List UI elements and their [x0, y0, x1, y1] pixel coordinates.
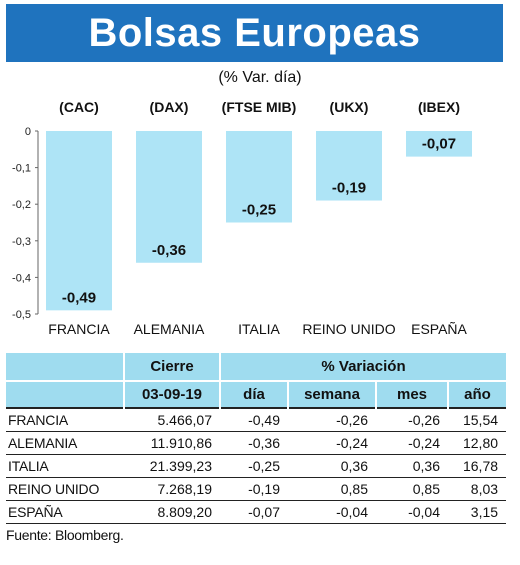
data-label: -0,07 — [422, 136, 456, 153]
chart-subtitle: (% Var. día) — [218, 69, 302, 86]
y-tick-label: -0,5 — [12, 309, 31, 321]
mes-cell: 0,36 — [376, 454, 448, 478]
source-note: Fuente: Bloomberg. — [6, 527, 124, 543]
bar — [46, 131, 112, 311]
country-cell: ESPAÑA — [6, 500, 124, 524]
page-title: Bolsas Europeas — [88, 11, 421, 55]
dia-cell: -0,49 — [220, 407, 288, 432]
bar-chart: 0-0,1-0,2-0,3-0,4-0,5 (CAC)-0,49FRANCIA(… — [12, 99, 472, 337]
cierre-cell: 21.399,23 — [124, 454, 220, 478]
anio-cell: 15,54 — [448, 407, 507, 432]
index-label: (IBEX) — [418, 99, 460, 115]
table-row: FRANCIA 5.466,07 -0,49 -0,26 -0,26 15,54 — [6, 407, 507, 432]
y-tick-label: 0 — [25, 126, 31, 138]
semana-cell: -0,24 — [288, 431, 376, 455]
table-row: ITALIA 21.399,23 -0,25 0,36 0,36 16,78 — [6, 454, 507, 478]
data-label: -0,19 — [332, 180, 366, 197]
header-dia: día — [220, 381, 289, 408]
anio-cell: 16,78 — [448, 454, 507, 478]
bar — [226, 131, 292, 223]
semana-cell: 0,85 — [288, 477, 376, 501]
country-cell: FRANCIA — [6, 407, 124, 432]
title-banner: Bolsas Europeas — [6, 4, 503, 62]
header-blank-2 — [6, 381, 125, 408]
anio-cell: 12,80 — [448, 431, 507, 455]
y-tick-label: -0,3 — [12, 236, 31, 248]
index-label: (FTSE MIB) — [222, 99, 297, 115]
country-cell: ALEMANIA — [6, 431, 124, 455]
country-cell: ITALIA — [6, 454, 124, 478]
y-tick-label: -0,1 — [12, 163, 31, 175]
semana-cell: 0,36 — [288, 454, 376, 478]
index-label: (UKX) — [330, 99, 369, 115]
category-label: FRANCIA — [48, 321, 110, 337]
mes-cell: -0,24 — [376, 431, 448, 455]
y-tick-label: -0,2 — [12, 199, 31, 211]
cierre-cell: 5.466,07 — [124, 407, 220, 432]
cierre-cell: 11.910,86 — [124, 431, 220, 455]
table-row: ALEMANIA 11.910,86 -0,36 -0,24 -0,24 12,… — [6, 431, 507, 455]
data-label: -0,49 — [62, 289, 96, 306]
table-row: REINO UNIDO 7.268,19 -0,19 0,85 0,85 8,0… — [6, 477, 507, 501]
dia-cell: -0,36 — [220, 431, 288, 455]
header-cierre: Cierre — [124, 353, 221, 382]
header-blank-1 — [6, 353, 125, 382]
dia-cell: -0,25 — [220, 454, 288, 478]
header-semana: semana — [288, 381, 377, 408]
index-label: (CAC) — [59, 99, 99, 115]
index-label: (DAX) — [150, 99, 189, 115]
cierre-cell: 8.809,20 — [124, 500, 220, 524]
dia-cell: -0,07 — [220, 500, 288, 524]
category-label: REINO UNIDO — [302, 321, 395, 337]
header-date: 03-09-19 — [124, 381, 221, 408]
country-cell: REINO UNIDO — [6, 477, 124, 501]
data-label: -0,36 — [152, 242, 186, 259]
bar — [406, 131, 472, 157]
anio-cell: 8,03 — [448, 477, 507, 501]
dia-cell: -0,19 — [220, 477, 288, 501]
table-row: ESPAÑA 8.809,20 -0,07 -0,04 -0,04 3,15 — [6, 500, 507, 524]
category-label: ALEMANIA — [134, 321, 205, 337]
y-tick-label: -0,4 — [12, 272, 31, 284]
header-mes: mes — [376, 381, 449, 408]
chart-axis: 0 -0,1 -0,2 -0,3 -0,4 -0,5 — [12, 126, 39, 321]
chart-bars: (CAC) -0,49 FRANCIA (DAX) -0,36 ALEMANIA (FTSE… — [46, 99, 472, 337]
anio-cell: 3,15 — [448, 500, 507, 524]
bar — [316, 131, 382, 201]
semana-cell: -0,04 — [288, 500, 376, 524]
bar — [136, 131, 202, 263]
header-anio: año — [448, 381, 507, 408]
mes-cell: -0,26 — [376, 407, 448, 432]
category-label: ITALIA — [238, 321, 280, 337]
mes-cell: 0,85 — [376, 477, 448, 501]
data-label: -0,25 — [242, 202, 276, 219]
mes-cell: -0,04 — [376, 500, 448, 524]
header-variacion: % Variación — [220, 353, 507, 382]
cierre-cell: 7.268,19 — [124, 477, 220, 501]
category-label: ESPAÑA — [411, 321, 467, 337]
semana-cell: -0,26 — [288, 407, 376, 432]
market-table: Cierre % Variación 03-09-19 día semana m… — [6, 353, 507, 524]
